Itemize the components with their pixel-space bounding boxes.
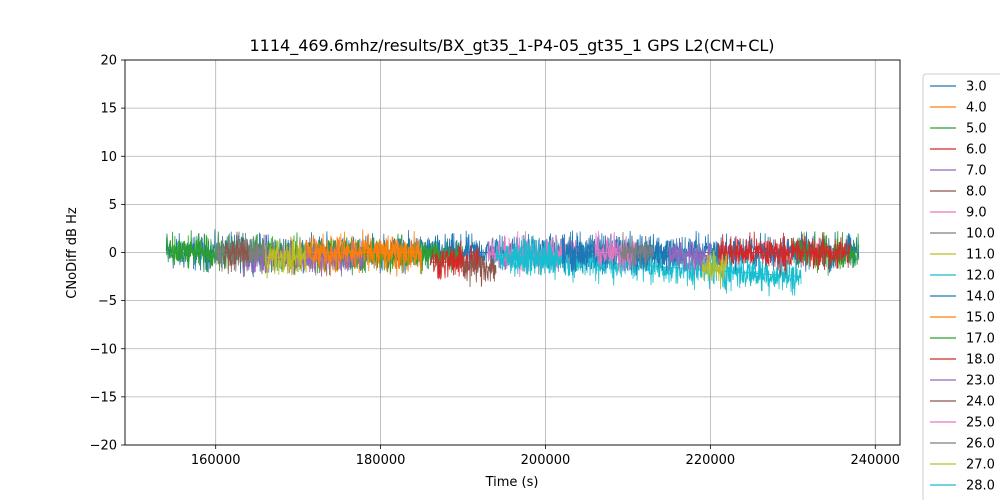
legend-label: 11.0	[966, 248, 995, 263]
legend-label: 12.0	[966, 269, 995, 284]
legend: 3.0 4.0 5.0 6.0 7.0 8.0 9.0 10.0 11.0 12.0 14.0 15.…	[922, 73, 1000, 500]
y-tick-label: −20	[90, 439, 117, 454]
legend-label: 17.0	[966, 332, 995, 347]
y-tick-label: 5	[109, 198, 117, 213]
x-tick-label: 180000	[356, 453, 406, 468]
legend-label: 10.0	[966, 227, 995, 242]
plot-area	[165, 229, 860, 297]
legend-label: 5.0	[966, 122, 987, 137]
series-line-25.0	[594, 231, 637, 273]
legend-label: 8.0	[966, 185, 987, 200]
legend-label: 14.0	[966, 290, 995, 305]
legend-label: 9.0	[966, 206, 987, 221]
series-line-24.0	[223, 231, 250, 274]
legend-box	[922, 73, 1000, 500]
legend-label: 26.0	[966, 437, 995, 452]
y-tick-label: 0	[109, 246, 117, 261]
legend-label: 15.0	[966, 311, 995, 326]
legend-label: 7.0	[966, 164, 987, 179]
legend-label: 3.0	[966, 80, 987, 95]
series-line-26.0	[619, 231, 654, 270]
y-tick-label: 15	[100, 102, 117, 117]
x-tick-label: 240000	[850, 453, 900, 468]
y-tick-label: 20	[100, 54, 117, 69]
legend-label: 27.0	[966, 458, 995, 473]
series-line-28.0	[512, 238, 555, 277]
series-line-15.0	[305, 229, 423, 277]
legend-label: 24.0	[966, 395, 995, 410]
x-axis-label: Time (s)	[485, 475, 539, 490]
y-tick-label: 10	[100, 150, 117, 165]
legend-label: 6.0	[966, 143, 987, 158]
series-line-27.0	[701, 250, 728, 290]
legend-label: 23.0	[966, 374, 995, 389]
chart-title: 1114_469.6mhz/results/BX_gt35_1-P4-05_gt…	[249, 36, 774, 56]
series-line-8.0	[462, 250, 497, 288]
x-tick-label: 200000	[521, 453, 571, 468]
legend-label: 25.0	[966, 416, 995, 431]
series-line-23.0	[668, 238, 711, 275]
y-axis-label: CNoDiff dB Hz	[65, 207, 80, 299]
y-tick-label: −10	[90, 342, 117, 357]
y-tick-label: −15	[90, 390, 117, 405]
series-line-18.0	[718, 231, 851, 275]
legend-label: 18.0	[966, 353, 995, 368]
legend-label: 28.0	[966, 479, 995, 494]
axis-ticks: 160000 180000 200000 220000 240000 −20 −15 −10 −…	[90, 54, 901, 469]
y-tick-label: −5	[98, 294, 117, 309]
legend-label: 4.0	[966, 101, 987, 116]
x-tick-label: 160000	[191, 453, 241, 468]
x-tick-label: 220000	[686, 453, 736, 468]
